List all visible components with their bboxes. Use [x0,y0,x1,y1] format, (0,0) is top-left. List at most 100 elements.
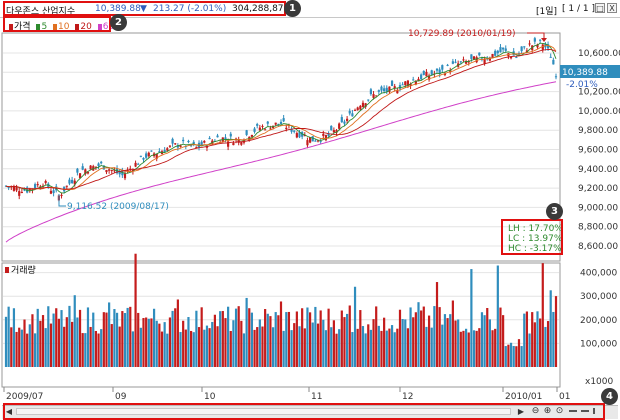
volume-bar [430,327,433,367]
volume-bar [126,307,129,367]
volume-label: 거래량 [11,264,36,276]
candle-body [303,134,306,137]
price-color-swatch [9,24,13,30]
volume-bar [264,309,267,367]
volume-bar [427,315,431,367]
volume-bars [4,253,558,367]
volume-bar [406,328,410,367]
volume-bar [253,329,256,367]
volume-bar [404,319,407,367]
volume-bar [39,320,42,367]
volume-tick-label: 400,000 [580,269,617,279]
current-price-tag [560,65,620,78]
volume-bar [113,309,116,367]
candle-body [216,135,219,138]
volume-bar [137,312,140,367]
date-tick-label: 10 [204,392,216,402]
volume-bar [454,320,457,367]
volume-bar [41,315,45,367]
volume-bar [81,333,84,367]
candle-body [441,65,444,70]
candle-body [118,172,121,175]
stats-highlight [501,219,563,255]
volume-bar [73,295,76,367]
legend-ma20: 20 [80,22,92,32]
volume-bar [417,302,420,367]
candle-body [435,68,439,71]
candle-body [338,123,341,129]
candle-body [356,107,359,111]
volume-bar [295,311,298,367]
volume-bar [472,330,476,367]
candle-body [33,184,37,189]
candle-body [179,145,182,148]
volume-bar [44,328,47,367]
scroll-right-button[interactable]: ▶ [517,407,525,416]
zoom-reset-icon[interactable]: ⊙ [555,406,564,416]
volume-axis-labels: 400,000 300,000 200,000 100,000 [580,269,617,350]
scroll-left-button[interactable]: ◀ [5,407,13,416]
candle-body [409,83,412,86]
volume-bar [319,310,322,367]
volume-bar [502,315,505,367]
hc-stat: HC : -3.17% [508,244,562,254]
candle-body [245,130,248,135]
volume-bar [52,313,55,367]
candle-body [401,84,404,86]
legend: 가격 5 10 20 60 [9,19,114,32]
volume-bar [523,313,526,367]
price-tick-label: 9,400.00 [578,165,618,175]
candle-body [414,80,417,85]
volume-bar [102,312,105,367]
candle-body [451,61,454,64]
volume-bar [475,330,478,367]
volume-bar [65,317,68,367]
volume-bar [509,342,513,367]
candle-body [187,140,190,143]
volume-bar [457,319,460,367]
candle-body [552,59,555,65]
volume-panel-frame [1,262,561,388]
legend-price-label: 가격 [14,22,31,32]
volume-bar [245,297,248,367]
volume-bar [539,318,542,367]
volume-bar [396,328,399,367]
candle-body [261,125,264,127]
candle-body [168,145,172,147]
candle-body [502,47,505,50]
volume-bar [293,323,296,367]
volume-bar [216,326,219,367]
close-button[interactable]: X [607,3,617,13]
volume-bar [480,312,484,367]
volume-bar [554,296,558,367]
volume-bar [57,318,60,367]
candle-body [108,169,111,171]
ma20-line [5,48,557,190]
volume-bar [470,269,473,367]
volume-bar [398,309,402,367]
bar-width-icon[interactable] [567,407,599,416]
page-indicator[interactable]: [ 1 / 1 ] [562,4,595,14]
candle-body [367,99,370,101]
volume-bar [23,319,26,367]
volume-bar [10,327,13,367]
candle-body [332,130,335,133]
candle-body [446,64,449,66]
volume-bar [118,326,121,367]
restore-button[interactable]: □ [595,3,605,13]
scroll-track[interactable] [16,408,511,415]
candle-body [533,38,536,42]
candle-body [520,46,523,52]
volume-bar [150,318,153,367]
candle-body [264,129,267,131]
volume-bar [390,325,394,367]
period-selector[interactable]: [1일] [536,7,558,17]
zoom-out-icon[interactable]: ⊖ [531,406,540,416]
ma5-line [5,42,557,194]
candle-body [488,57,491,61]
candle-body [12,186,16,191]
zoom-in-icon[interactable]: ⊕ [543,406,552,416]
volume-bar [494,328,497,367]
